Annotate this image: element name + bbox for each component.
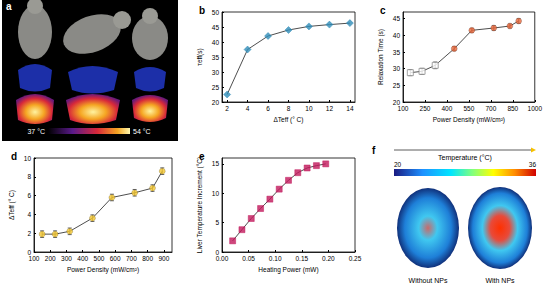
svg-text:5: 5 bbox=[215, 219, 219, 226]
svg-text:b: b bbox=[199, 5, 205, 16]
svg-text:850: 850 bbox=[507, 105, 518, 112]
svg-text:0.10: 0.10 bbox=[269, 255, 282, 262]
svg-text:50: 50 bbox=[212, 9, 220, 16]
svg-text:100: 100 bbox=[398, 105, 409, 112]
svg-text:12: 12 bbox=[326, 105, 334, 112]
svg-text:4: 4 bbox=[246, 105, 250, 112]
svg-text:36: 36 bbox=[529, 161, 537, 168]
svg-text:6: 6 bbox=[27, 192, 31, 199]
svg-text:550: 550 bbox=[463, 105, 474, 112]
svg-text:10: 10 bbox=[24, 155, 32, 162]
svg-text:500: 500 bbox=[94, 255, 105, 262]
svg-text:10: 10 bbox=[212, 190, 220, 197]
svg-text:d: d bbox=[11, 151, 17, 162]
svg-text:Without NPs: Without NPs bbox=[409, 277, 448, 284]
svg-text:ΔTeff (° C): ΔTeff (° C) bbox=[8, 190, 16, 220]
svg-text:54 °C: 54 °C bbox=[133, 128, 151, 135]
svg-text:100: 100 bbox=[29, 255, 40, 262]
svg-text:300: 300 bbox=[61, 255, 72, 262]
svg-text:45: 45 bbox=[393, 15, 401, 22]
svg-text:0: 0 bbox=[27, 248, 31, 256]
svg-text:τeff(s): τeff(s) bbox=[196, 48, 204, 65]
svg-text:Temperature (°C): Temperature (°C) bbox=[438, 154, 492, 162]
svg-text:0.15: 0.15 bbox=[295, 255, 308, 262]
svg-text:With NPs: With NPs bbox=[485, 277, 515, 284]
svg-text:e: e bbox=[199, 151, 205, 162]
svg-text:8: 8 bbox=[27, 173, 31, 180]
svg-text:0.05: 0.05 bbox=[242, 255, 255, 262]
svg-text:Heating Power (mW): Heating Power (mW) bbox=[258, 266, 318, 274]
svg-text:20: 20 bbox=[212, 99, 220, 106]
svg-text:Liver Temperature Increment (°: Liver Temperature Increment (°C) bbox=[196, 157, 204, 253]
svg-text:200: 200 bbox=[45, 255, 56, 262]
svg-text:2: 2 bbox=[225, 105, 229, 112]
svg-text:10: 10 bbox=[305, 105, 313, 112]
svg-text:25: 25 bbox=[393, 82, 401, 89]
svg-text:0: 0 bbox=[215, 248, 219, 256]
svg-text:800: 800 bbox=[142, 255, 153, 262]
svg-text:700: 700 bbox=[126, 255, 137, 262]
svg-text:30: 30 bbox=[393, 65, 401, 72]
svg-text:6: 6 bbox=[266, 105, 270, 112]
svg-text:ΔTeff (° C): ΔTeff (° C) bbox=[274, 116, 304, 124]
svg-text:Power Density (mW/cm²): Power Density (mW/cm²) bbox=[67, 266, 139, 274]
svg-text:0.25: 0.25 bbox=[349, 255, 362, 262]
svg-text:2: 2 bbox=[27, 230, 31, 237]
svg-text:1000: 1000 bbox=[528, 105, 543, 112]
svg-text:35: 35 bbox=[212, 54, 220, 61]
svg-text:40: 40 bbox=[212, 39, 220, 46]
svg-text:f: f bbox=[372, 145, 376, 156]
svg-text:a: a bbox=[6, 1, 12, 12]
svg-text:400: 400 bbox=[77, 255, 88, 262]
svg-text:8: 8 bbox=[287, 105, 291, 112]
svg-text:4: 4 bbox=[27, 211, 31, 218]
svg-text:700: 700 bbox=[485, 105, 496, 112]
svg-text:25: 25 bbox=[212, 84, 220, 91]
svg-text:20: 20 bbox=[392, 98, 400, 106]
svg-text:900: 900 bbox=[158, 255, 169, 262]
svg-text:30: 30 bbox=[212, 69, 220, 76]
svg-text:c: c bbox=[380, 5, 386, 16]
svg-text:14: 14 bbox=[346, 105, 354, 112]
svg-text:15: 15 bbox=[212, 160, 220, 167]
svg-text:Relaxation Time (s): Relaxation Time (s) bbox=[377, 29, 385, 85]
svg-text:400: 400 bbox=[441, 105, 452, 112]
svg-text:45: 45 bbox=[212, 24, 220, 31]
svg-text:37 °C: 37 °C bbox=[27, 128, 45, 135]
svg-text:250: 250 bbox=[420, 105, 431, 112]
svg-text:0.00: 0.00 bbox=[216, 255, 229, 262]
svg-text:35: 35 bbox=[393, 49, 401, 56]
svg-text:Power Density (mW/cm²): Power Density (mW/cm²) bbox=[433, 116, 505, 124]
svg-text:0.20: 0.20 bbox=[322, 255, 335, 262]
svg-text:40: 40 bbox=[393, 32, 401, 39]
svg-text:600: 600 bbox=[110, 255, 121, 262]
svg-text:20: 20 bbox=[394, 161, 402, 168]
